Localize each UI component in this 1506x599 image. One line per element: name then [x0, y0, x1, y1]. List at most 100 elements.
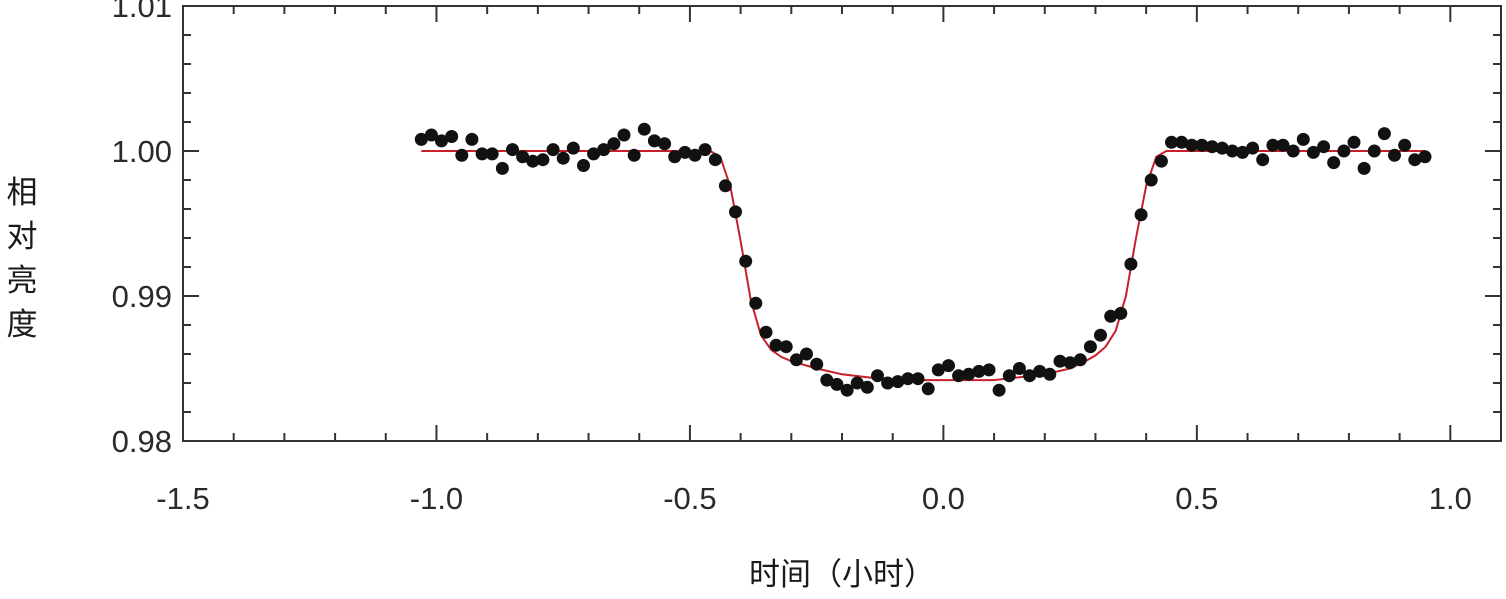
data-point — [800, 347, 813, 361]
data-point — [810, 357, 824, 371]
data-point — [820, 373, 834, 387]
y-axis-title-char: 度 — [7, 307, 38, 343]
data-point — [759, 325, 773, 339]
data-point — [1012, 362, 1026, 375]
data-point — [1418, 150, 1432, 164]
data-point — [1185, 138, 1199, 152]
data-point — [1317, 140, 1331, 154]
data-point — [1347, 135, 1361, 149]
data-point — [658, 137, 672, 151]
data-point — [475, 147, 489, 161]
data-point — [435, 134, 448, 148]
data-point — [546, 143, 560, 157]
data-point — [1388, 148, 1401, 162]
data-point — [668, 150, 682, 164]
data-point — [911, 372, 925, 386]
x-axis-title: 时间（小时） — [749, 557, 935, 593]
data-point — [647, 134, 661, 148]
data-point — [1144, 173, 1158, 187]
data-point — [881, 376, 895, 390]
data-point — [871, 369, 884, 383]
data-point — [1002, 369, 1016, 383]
data-point — [1337, 144, 1351, 158]
data-point — [678, 145, 692, 159]
data-point — [1306, 145, 1320, 159]
y-axis-ticks — [183, 5, 1501, 442]
x-tick-label: 0.0 — [922, 481, 965, 516]
data-point — [1043, 367, 1057, 381]
data-point — [1205, 140, 1219, 154]
y-tick-label: 0.98 — [112, 424, 172, 459]
data-point — [1053, 354, 1067, 368]
data-point — [1266, 138, 1280, 152]
data-point — [1104, 309, 1118, 323]
y-axis-title-char: 对 — [7, 219, 38, 255]
data-point — [455, 148, 469, 162]
data-point — [424, 128, 438, 142]
data-point — [1367, 144, 1381, 158]
data-point — [1408, 153, 1422, 167]
data-point — [891, 375, 905, 389]
x-axis-tick-labels: -1.5 -1.0 -0.5 0.0 0.5 1.0 — [156, 481, 1472, 516]
data-point — [830, 377, 844, 391]
data-point — [1023, 369, 1037, 383]
data-point — [1094, 328, 1107, 342]
data-point — [1165, 135, 1178, 149]
y-axis-tick-labels: 0.98 0.99 1.00 1.01 — [112, 0, 172, 459]
plot-frame — [182, 5, 1502, 442]
data-point — [607, 137, 621, 151]
data-point — [769, 338, 783, 352]
data-point — [1256, 153, 1270, 167]
data-point — [749, 296, 763, 310]
data-point — [506, 143, 519, 157]
data-point — [1327, 156, 1341, 170]
data-point — [465, 132, 479, 146]
y-axis-title-char: 亮 — [7, 263, 38, 299]
data-point — [1033, 364, 1047, 378]
data-point — [1134, 208, 1148, 222]
data-point — [1377, 127, 1391, 141]
data-point — [1296, 132, 1310, 146]
data-point — [708, 153, 722, 167]
data-point — [1124, 257, 1138, 271]
data-point — [789, 353, 803, 367]
data-point — [637, 122, 651, 136]
data-point — [526, 154, 540, 168]
data-point — [779, 340, 793, 354]
data-point — [1114, 306, 1128, 320]
x-tick-label: 1.0 — [1429, 481, 1472, 516]
data-point — [942, 359, 955, 373]
data-point — [739, 254, 753, 268]
x-tick-label: -1.0 — [410, 481, 463, 516]
data-point — [1398, 138, 1412, 152]
data-point — [1276, 138, 1290, 152]
data-point — [627, 148, 641, 162]
data-point — [1154, 154, 1168, 168]
data-point — [931, 363, 945, 377]
y-tick-label: 1.01 — [112, 0, 172, 24]
x-tick-label: 0.5 — [1175, 481, 1218, 516]
data-point — [566, 141, 580, 155]
data-point — [698, 143, 712, 157]
data-point — [587, 147, 601, 161]
data-point — [1073, 353, 1087, 367]
data-point — [962, 367, 976, 381]
data-point — [536, 153, 550, 167]
data-point — [1357, 161, 1371, 175]
data-point — [556, 151, 570, 165]
data-point — [1286, 144, 1300, 158]
data-point — [901, 372, 915, 386]
data-point — [982, 363, 996, 377]
data-point — [1195, 138, 1209, 152]
model-curve — [421, 150, 1425, 382]
data-point — [414, 132, 428, 146]
data-point — [617, 128, 631, 142]
data-point — [1225, 144, 1239, 158]
data-point — [1215, 141, 1229, 155]
data-point — [1175, 135, 1189, 149]
data-point — [860, 380, 874, 394]
y-axis-title-char: 相 — [7, 175, 38, 211]
model-line — [421, 150, 1425, 382]
data-point — [688, 148, 702, 162]
